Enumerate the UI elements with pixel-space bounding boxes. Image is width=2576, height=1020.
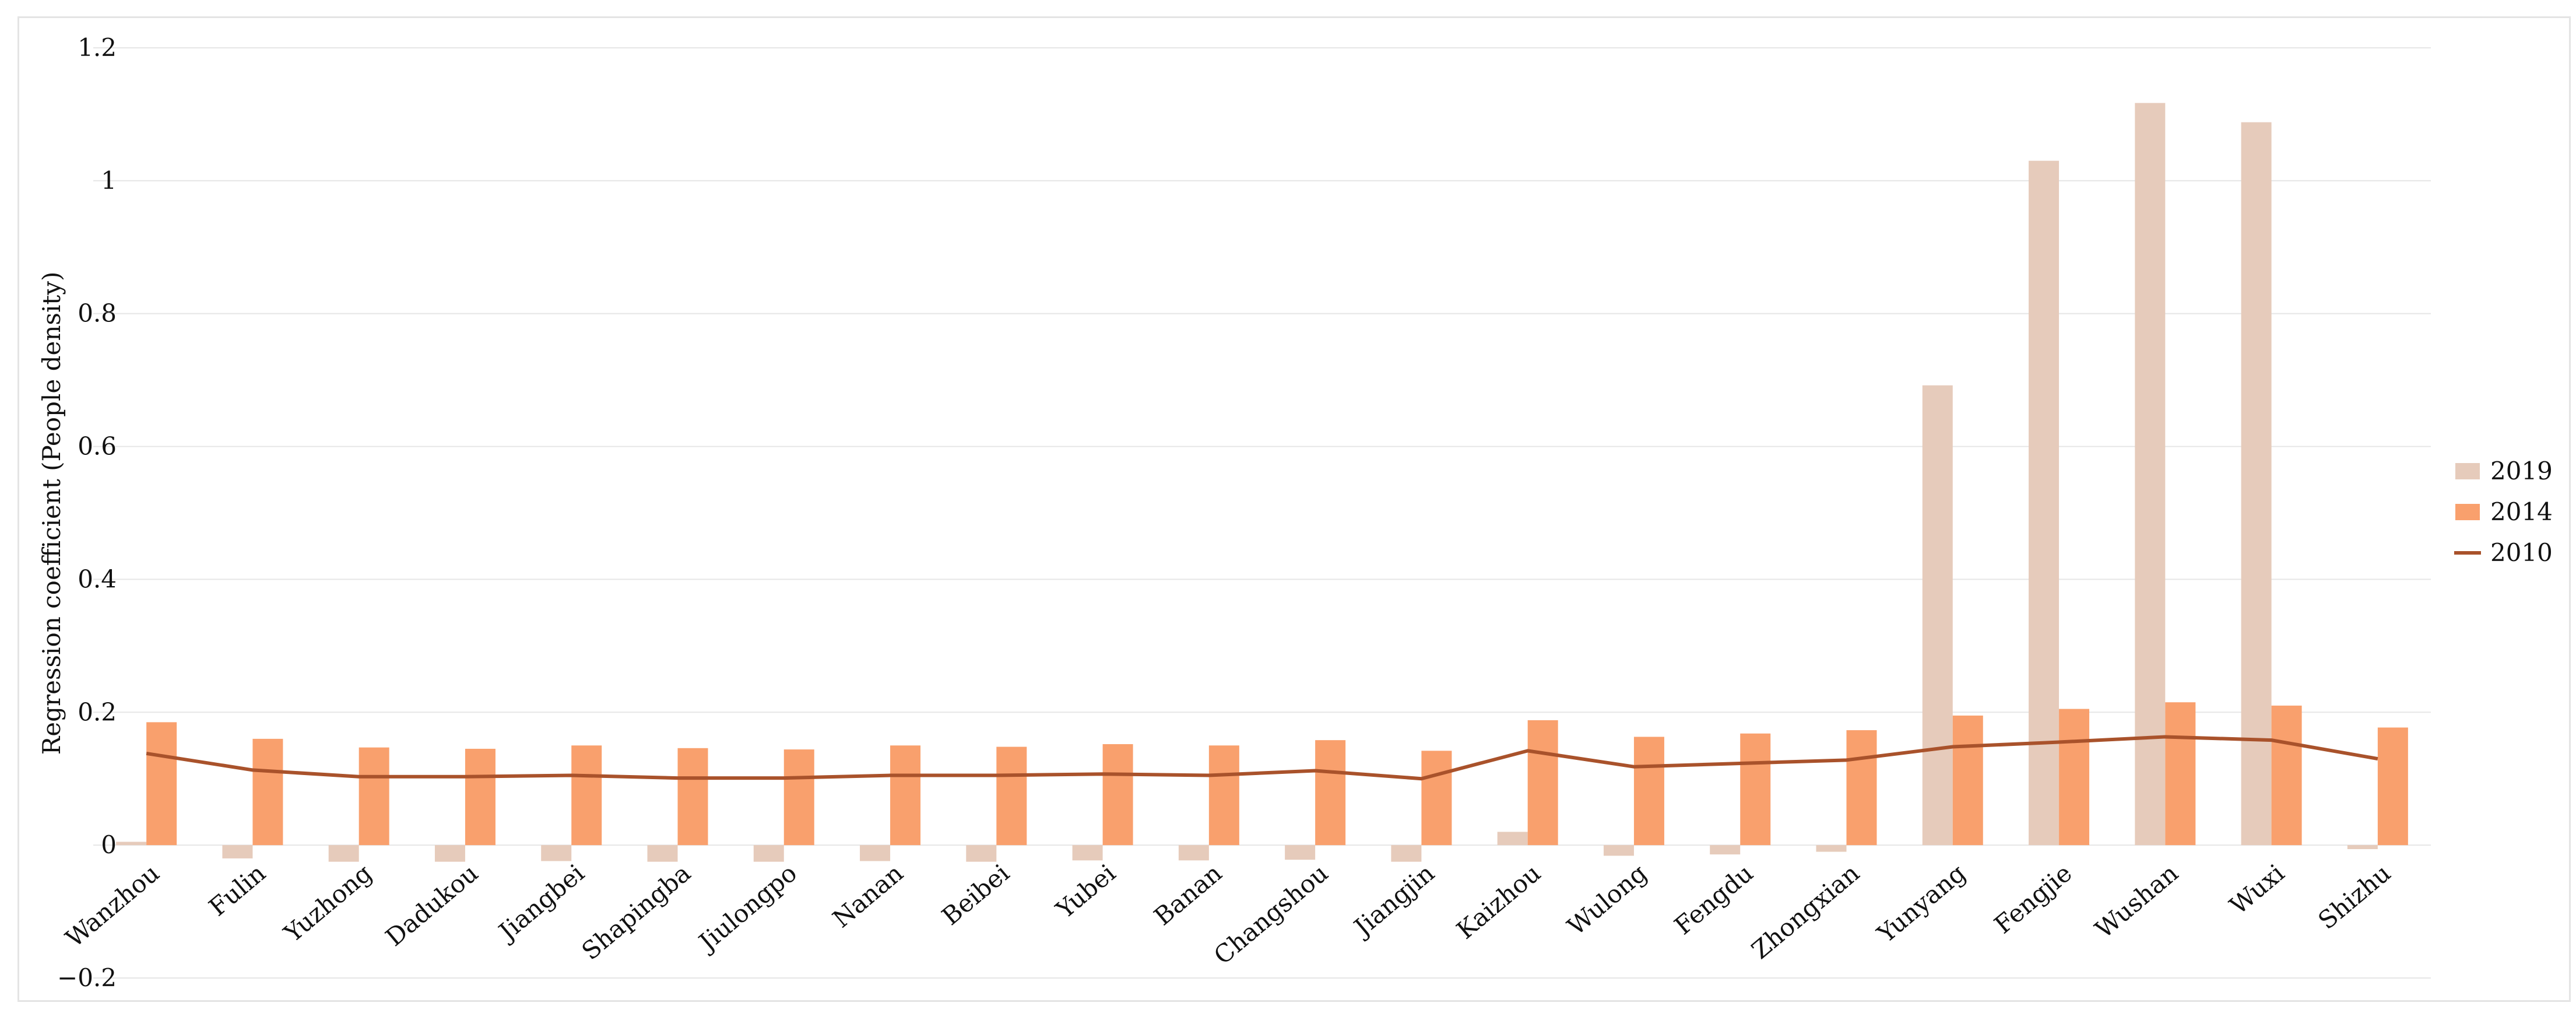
x-tick-label: Yuzhong [278,858,377,948]
bar-2014-dadukou [465,748,495,846]
line-2010 [146,735,2378,781]
bar-2014-banan [1208,745,1239,846]
bar-2019-changshou [1285,845,1316,860]
legend-label-2010: 2010 [2490,538,2553,567]
x-axis-ticks: Wanzhou Fulin Yuzhong Dadukou JiangbeiShapin… [60,858,2396,970]
bar-2019-shizhu [2347,845,2378,849]
legend-label-2019: 2019 [2490,457,2553,485]
y-axis-label: Regression coefficient (People density) [37,272,66,755]
bar-2014-yuzhong [359,747,389,846]
bar-2014-shizhu [2377,727,2408,846]
bar-2014-beibei [996,746,1027,846]
x-tick-label: Changshou [1208,858,1334,970]
line-series [146,735,2378,781]
bars [116,103,2408,862]
x-tick-label: Zhongxian [1746,858,1865,965]
bar-2019-wanzhou [116,842,147,846]
bar-2019-wushan [2135,103,2166,846]
x-tick-label: Fengdu [1669,858,1759,940]
bar-2014-yubei [1102,744,1133,846]
bar-2014-jiangjin [1421,751,1452,846]
x-tick-label: Yunyang [1871,858,1971,948]
y-tick-label: 0.4 [78,565,117,593]
y-axis-ticks: −0.2 0 0.2 0.4 0.6 0.8 1 1.2 [57,33,117,992]
x-tick-label: Jiulongpo [692,858,802,958]
bar-2014-wuxi [2271,705,2302,846]
bar-2014-zhongxian [1846,730,1877,846]
x-tick-label: Wuxi [2224,858,2290,920]
x-tick-label: Banan [1148,858,1227,931]
x-tick-label: Jiangbei [491,858,589,947]
bar-2019-shapingba [647,845,678,862]
bar-2014-yunyang [1952,715,1983,846]
bar-2014-wulong [1633,737,1664,846]
x-tick-label: Dadukou [380,858,483,952]
bar-2019-kaizhou [1497,832,1528,846]
chart-frame [17,16,2571,1002]
x-tick-label: Wushan [2090,858,2184,944]
x-tick-label: Shapingba [577,858,696,965]
bar-2019-jiulongpo [753,845,784,862]
bar-2019-yuzhong [328,845,359,862]
x-tick-label: Wulong [1562,858,1652,941]
y-tick-label: 1.2 [78,33,117,62]
legend-swatch-2019 [2455,463,2480,479]
y-tick-label: 0 [101,830,117,859]
bar-2019-fengdu [1710,845,1741,855]
bar-2014-kaizhou [1527,720,1558,846]
y-tick-label: 0.8 [78,299,117,328]
bar-2019-jiangbei [541,845,572,861]
bar-2014-jiulongpo [783,749,814,846]
bar-2019-fulin [222,845,253,858]
x-tick-label: Beibei [936,858,1014,931]
x-tick-label: Yubei [1050,858,1121,924]
bar-2019-zhongxian [1816,845,1847,852]
bar-2014-wanzhou [146,722,177,846]
y-tick-label: 0.6 [78,432,117,461]
legend: 2019 2014 2010 [2454,457,2553,567]
bar-2019-beibei [966,845,997,862]
legend-label-2014: 2014 [2490,497,2553,526]
y-tick-label: −0.2 [57,963,117,992]
bar-2019-yunyang [1922,385,1953,846]
x-tick-label: Kaizhou [1451,858,1546,945]
bar-2019-banan [1178,845,1209,861]
bar-2019-nanan [860,845,891,861]
bar-2019-yubei [1072,845,1103,861]
bar-2014-jiangbei [571,745,602,846]
x-tick-label: Fulin [203,858,271,921]
bar-2014-fengdu [1740,733,1771,846]
x-tick-label: Fengjie [1989,858,2078,939]
x-tick-label: Shizhu [2313,858,2396,935]
bar-2014-wushan [2165,702,2196,846]
bar-2014-changshou [1315,740,1346,846]
x-tick-label: Jiangjin [1347,858,1440,943]
y-tick-label: 1 [101,166,117,195]
bar-2019-jiangjin [1391,845,1422,862]
bar-2019-wuxi [2241,122,2272,846]
x-tick-label: Nanan [827,858,908,933]
bar-2014-nanan [890,745,921,846]
bar-2019-fengjie [2029,160,2060,846]
legend-swatch-2014 [2455,504,2480,520]
bar-2019-wulong [1603,845,1634,856]
bar-2014-shapingba [677,748,708,846]
bar-2014-fengjie [2059,709,2090,846]
bar-2014-fulin [252,738,283,846]
y-tick-label: 0.2 [78,697,117,726]
x-tick-label: Wanzhou [60,858,164,953]
bar-2019-dadukou [434,845,465,862]
